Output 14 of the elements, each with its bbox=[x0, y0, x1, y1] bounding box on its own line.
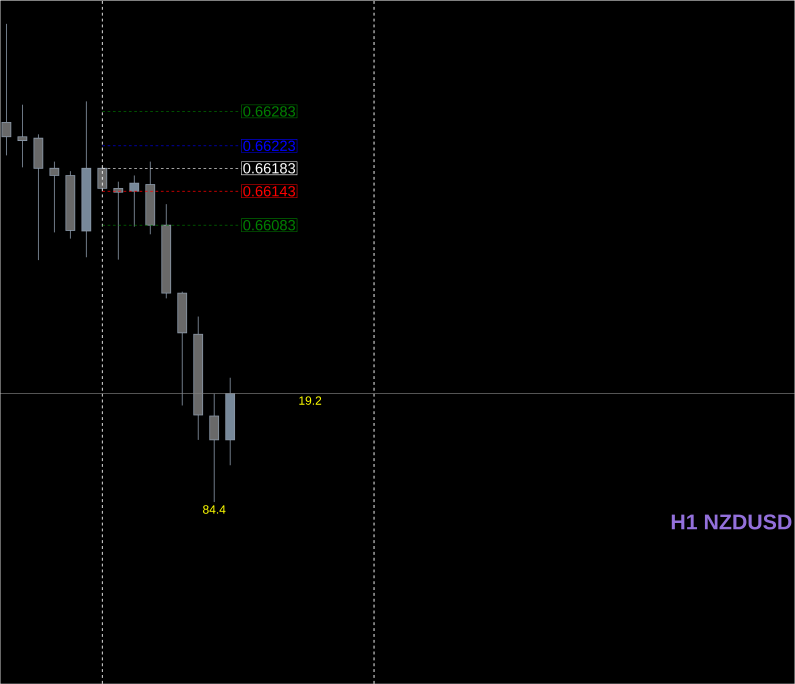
text: 0.66083 bbox=[243, 220, 296, 230]
candlestick bbox=[113, 181, 124, 260]
text: 84.4 bbox=[203, 505, 226, 514]
candlestick bbox=[18, 104, 28, 168]
candlestick bbox=[209, 393, 220, 502]
text: 0.66183 bbox=[243, 163, 296, 174]
text: 0.66283 bbox=[243, 106, 296, 116]
text: 19.2 bbox=[299, 396, 322, 405]
text: H1 NZDUSD bbox=[672, 514, 792, 530]
text: 0.66143 bbox=[243, 186, 296, 196]
candlestick bbox=[2, 23, 12, 156]
candlestick bbox=[49, 161, 60, 233]
text: 0.66223 bbox=[243, 140, 296, 151]
candlestick bbox=[129, 174, 140, 227]
